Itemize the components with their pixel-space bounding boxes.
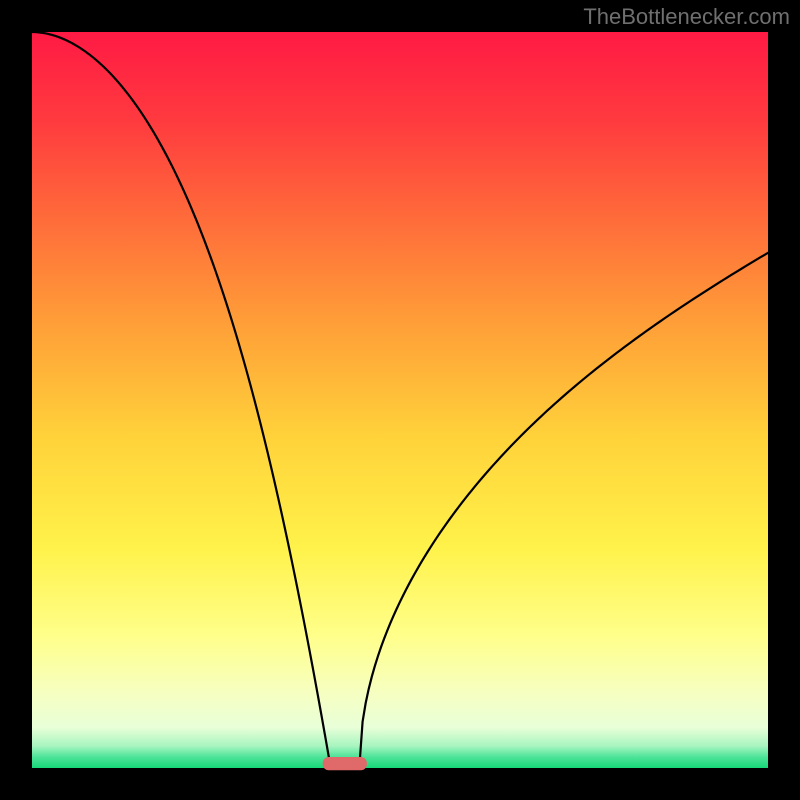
plot-background-gradient <box>32 32 768 768</box>
notch-marker-pill <box>323 757 367 770</box>
chart-container: TheBottlenecker.com <box>0 0 800 800</box>
bottleneck-chart <box>0 0 800 800</box>
